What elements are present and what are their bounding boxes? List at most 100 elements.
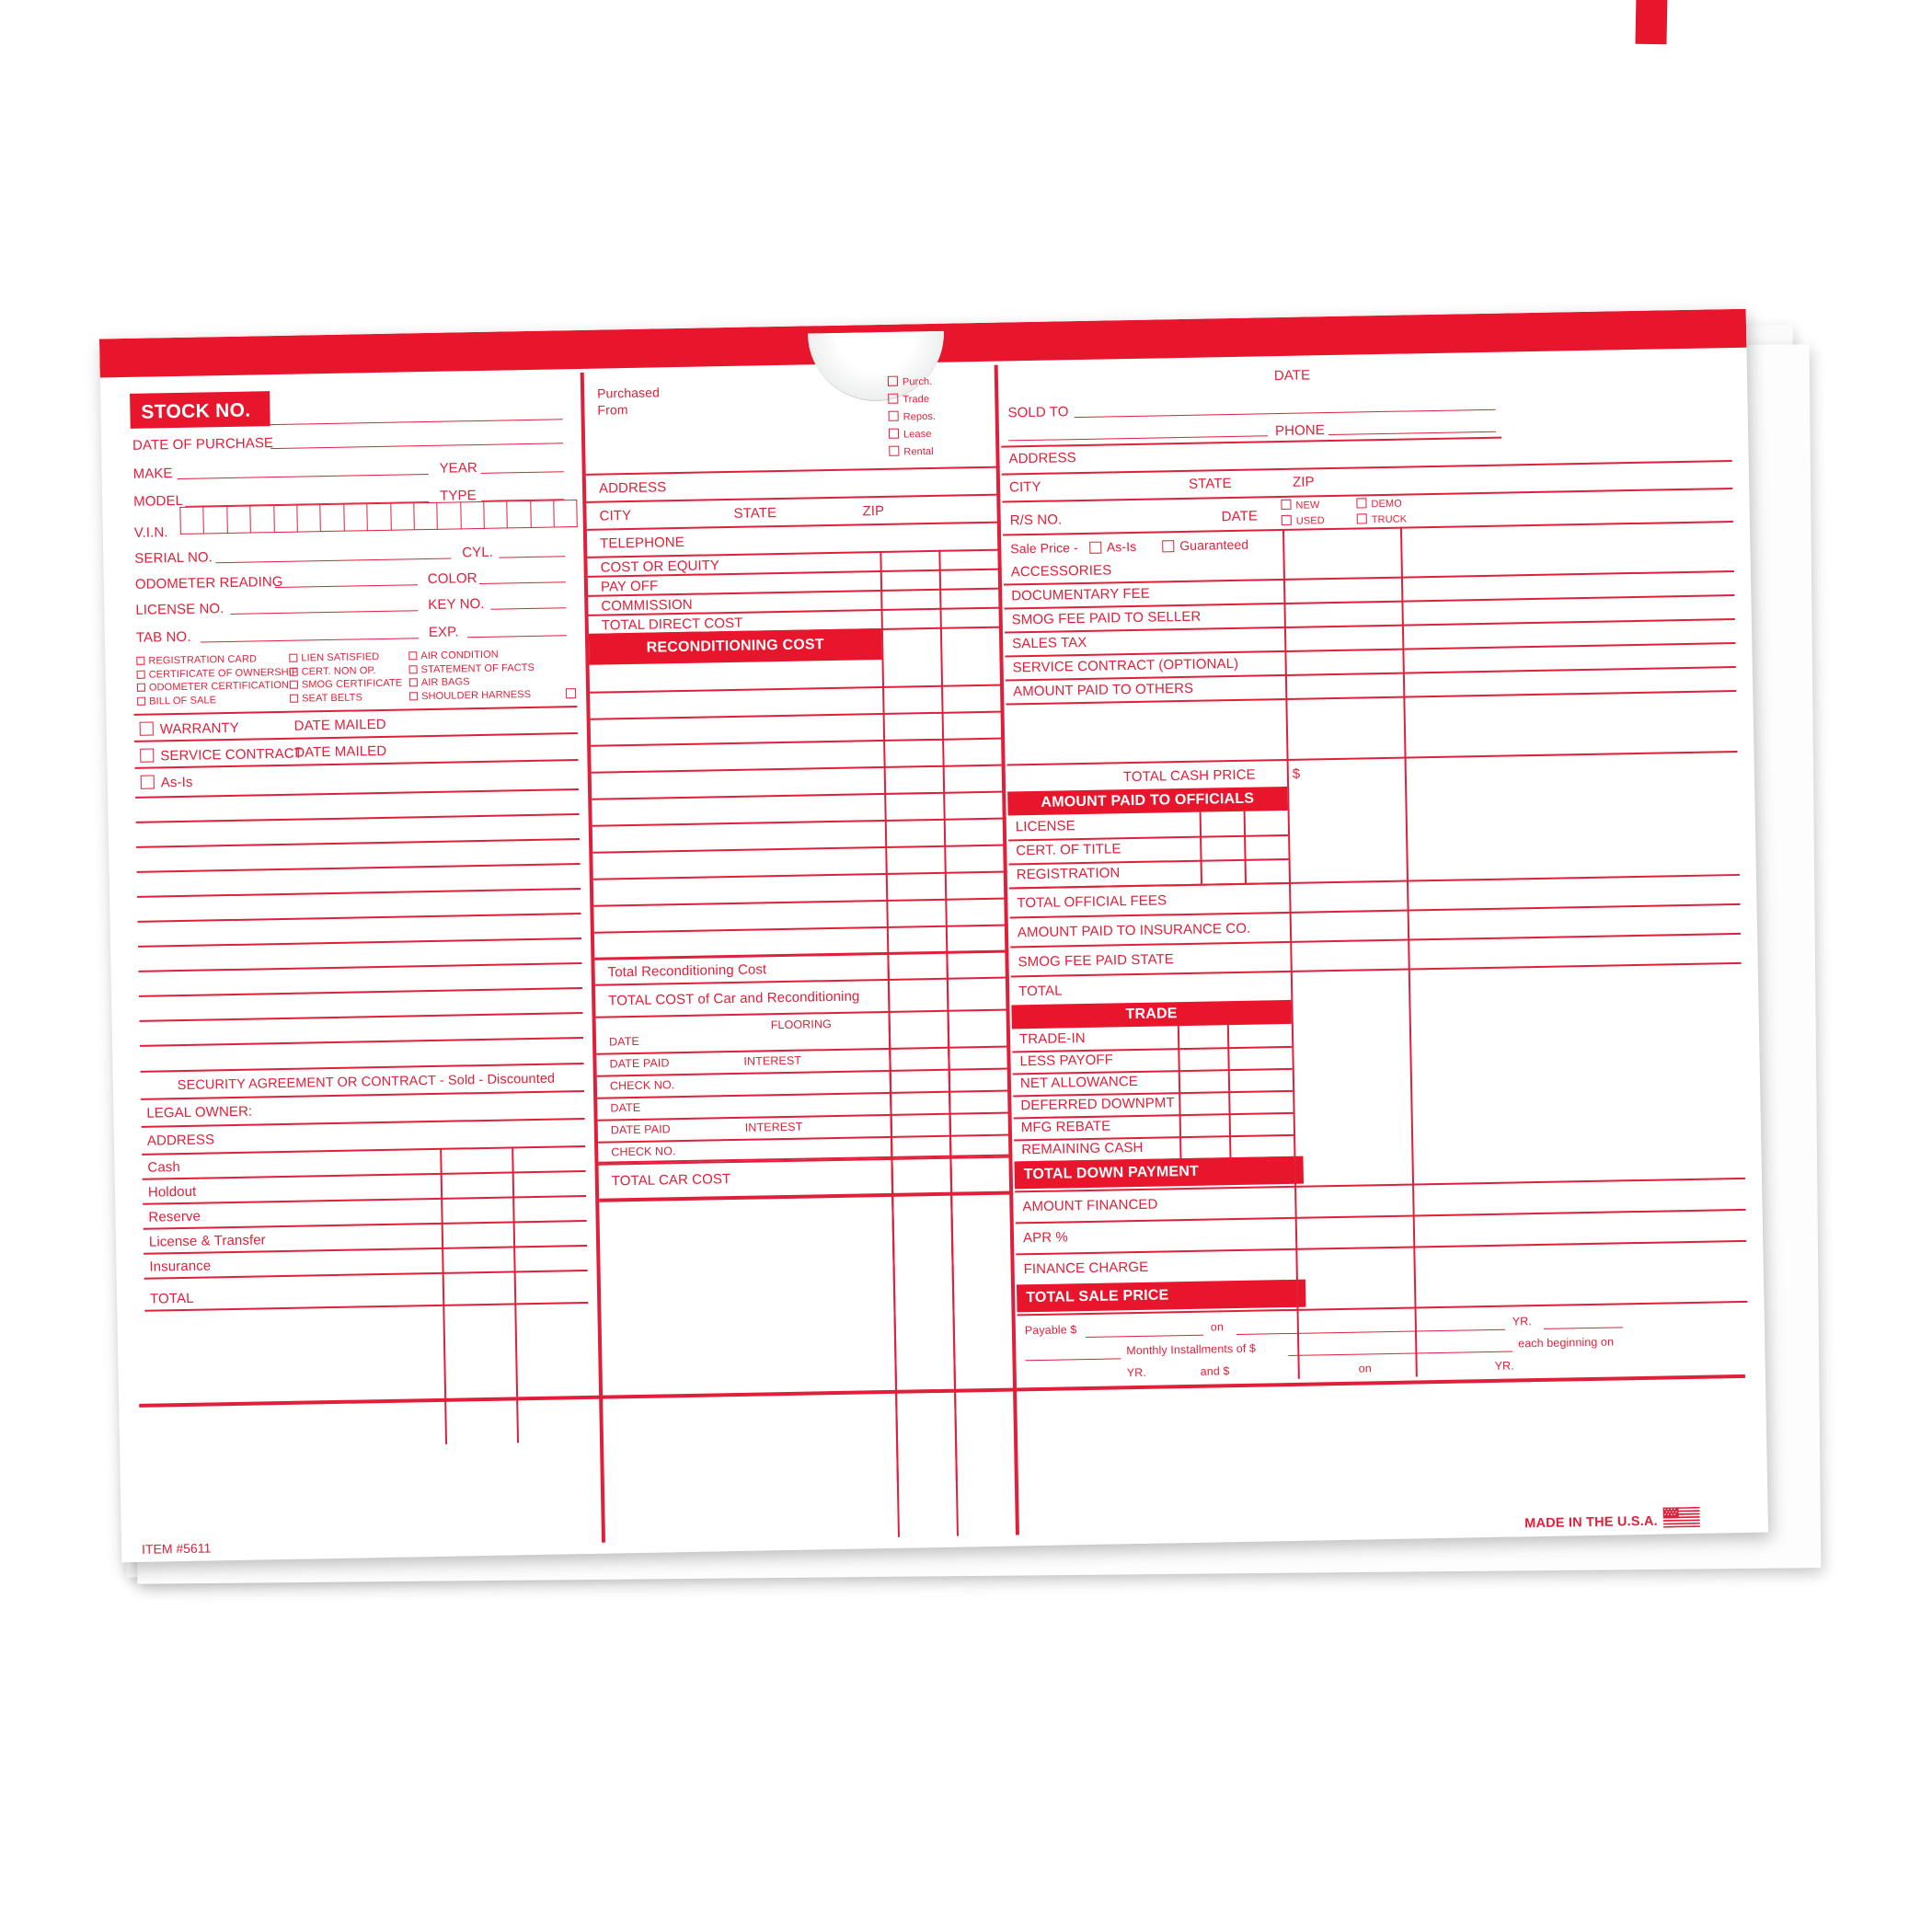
- phone-rule[interactable]: [1328, 431, 1497, 436]
- sold-to-rule-2[interactable]: [1008, 435, 1269, 442]
- source-checkbox[interactable]: [887, 375, 899, 386]
- installments-amount-rule[interactable]: [1288, 1351, 1513, 1357]
- as-is-row[interactable]: As-Is: [140, 775, 193, 790]
- checklist-checkbox[interactable]: [137, 696, 146, 706]
- source-checkbox[interactable]: [888, 428, 900, 439]
- checklist-checkbox[interactable]: [408, 664, 418, 673]
- blank-writing-line[interactable]: [136, 838, 581, 848]
- checklist-checkbox[interactable]: [289, 667, 298, 676]
- vin-box[interactable]: [506, 500, 531, 529]
- source-check-item[interactable]: Repos.: [888, 410, 936, 423]
- vin-box[interactable]: [413, 501, 438, 531]
- make-rule[interactable]: [177, 473, 429, 479]
- checklist-item[interactable]: CERTIFICATE OF OWNERSHIP: [136, 666, 298, 680]
- exp-rule[interactable]: [466, 635, 567, 638]
- cyl-rule[interactable]: [499, 556, 566, 558]
- vin-box[interactable]: [202, 506, 227, 535]
- blank-writing-line[interactable]: [139, 987, 582, 997]
- truck-check[interactable]: TRUCK: [1356, 513, 1407, 526]
- color-rule[interactable]: [478, 581, 566, 584]
- checklist-checkbox[interactable]: [136, 683, 145, 692]
- blank-writing-line[interactable]: [140, 1037, 583, 1047]
- key-no-rule[interactable]: [490, 607, 567, 610]
- checklist-item[interactable]: LIEN SATISFIED: [289, 651, 379, 664]
- used-checkbox[interactable]: [1281, 514, 1292, 526]
- demo-check[interactable]: DEMO: [1356, 498, 1402, 511]
- tab-no-rule[interactable]: [201, 638, 419, 643]
- checklist-item[interactable]: REGISTRATION CARD: [136, 653, 257, 667]
- year-rule[interactable]: [480, 471, 564, 474]
- checklist-item[interactable]: AIR BAGS: [408, 676, 470, 688]
- vin-box[interactable]: [179, 506, 204, 535]
- shoulder-harness-extra-checkbox[interactable]: [566, 688, 577, 699]
- sold-to-rule[interactable]: [1074, 408, 1496, 419]
- vin-box[interactable]: [553, 500, 578, 528]
- used-check[interactable]: USED: [1281, 514, 1325, 527]
- blank-writing-line[interactable]: [137, 888, 581, 898]
- checklist-checkbox[interactable]: [290, 694, 299, 703]
- vin-box[interactable]: [319, 503, 344, 533]
- checklist-checkbox[interactable]: [408, 678, 418, 687]
- source-checkbox[interactable]: [888, 393, 899, 404]
- stock-no-rule[interactable]: [270, 419, 563, 426]
- vin-box[interactable]: [366, 502, 391, 532]
- checklist-checkbox[interactable]: [409, 691, 419, 700]
- date-of-purchase-rule[interactable]: [270, 443, 564, 450]
- sale-price-as-is-checkbox[interactable]: [1088, 541, 1101, 554]
- blank-writing-line[interactable]: [135, 788, 580, 799]
- vin-box[interactable]: [296, 504, 321, 533]
- blank-writing-line[interactable]: [135, 813, 580, 823]
- new-check[interactable]: NEW: [1281, 499, 1320, 512]
- payable-amount-rule[interactable]: [1086, 1334, 1204, 1339]
- vin-box[interactable]: [530, 500, 555, 528]
- new-checkbox[interactable]: [1281, 499, 1292, 511]
- vin-box[interactable]: [249, 505, 274, 534]
- license-no-rule[interactable]: [230, 610, 419, 615]
- serial-no-rule[interactable]: [215, 558, 452, 564]
- payable-on-rule[interactable]: [1236, 1328, 1505, 1336]
- vin-box[interactable]: [389, 502, 414, 531]
- blank-writing-line[interactable]: [138, 937, 582, 948]
- warranty-checkbox[interactable]: [139, 721, 154, 736]
- checklist-item[interactable]: SEAT BELTS: [290, 692, 362, 704]
- checklist-item[interactable]: BILL OF SALE: [137, 695, 216, 707]
- source-checkbox[interactable]: [889, 445, 900, 456]
- warranty-row[interactable]: WARRANTY: [139, 720, 239, 737]
- vin-box[interactable]: [436, 501, 461, 530]
- truck-checkbox[interactable]: [1356, 513, 1367, 524]
- vin-box[interactable]: [272, 504, 297, 534]
- vin-box[interactable]: [226, 505, 251, 535]
- vin-box[interactable]: [459, 500, 484, 530]
- source-check-item[interactable]: Trade: [888, 393, 929, 406]
- sale-price-row[interactable]: Sale Price - As-Is Guaranteed: [1010, 537, 1248, 557]
- source-checkbox[interactable]: [888, 410, 899, 421]
- service-contract-row[interactable]: SERVICE CONTRACT: [140, 746, 303, 764]
- demo-checkbox[interactable]: [1356, 498, 1367, 509]
- service-contract-checkbox[interactable]: [140, 748, 155, 763]
- blank-writing-line[interactable]: [136, 863, 581, 873]
- checklist-checkbox[interactable]: [289, 680, 298, 689]
- checklist-item[interactable]: SHOULDER HARNESS: [409, 688, 531, 702]
- checklist-item[interactable]: SMOG CERTIFICATE: [289, 678, 402, 691]
- checklist-item[interactable]: AIR CONDITION: [408, 650, 499, 662]
- source-check-item[interactable]: Purch.: [887, 375, 932, 388]
- vin-box[interactable]: [343, 503, 367, 532]
- blank-writing-line[interactable]: [137, 913, 581, 923]
- source-check-item[interactable]: Rental: [889, 445, 934, 458]
- checklist-checkbox[interactable]: [408, 651, 418, 661]
- checklist-checkbox[interactable]: [289, 653, 298, 662]
- source-check-item[interactable]: Lease: [888, 428, 932, 441]
- checklist-item[interactable]: STATEMENT OF FACTS: [408, 661, 535, 675]
- checklist-checkbox[interactable]: [136, 670, 145, 679]
- blank-writing-line[interactable]: [139, 1012, 583, 1022]
- installments-count-rule[interactable]: [1025, 1358, 1121, 1362]
- odometer-rule[interactable]: [274, 584, 418, 589]
- checklist-item[interactable]: CERT. NON OP.: [289, 665, 376, 678]
- blank-writing-line[interactable]: [138, 962, 582, 972]
- checklist-item[interactable]: ODOMETER CERTIFICATION: [136, 680, 289, 694]
- as-is-checkbox[interactable]: [140, 775, 155, 789]
- sale-price-guaranteed-checkbox[interactable]: [1162, 540, 1175, 553]
- payable-yr-rule[interactable]: [1543, 1327, 1623, 1329]
- vin-box[interactable]: [483, 500, 508, 529]
- checklist-checkbox[interactable]: [136, 656, 145, 665]
